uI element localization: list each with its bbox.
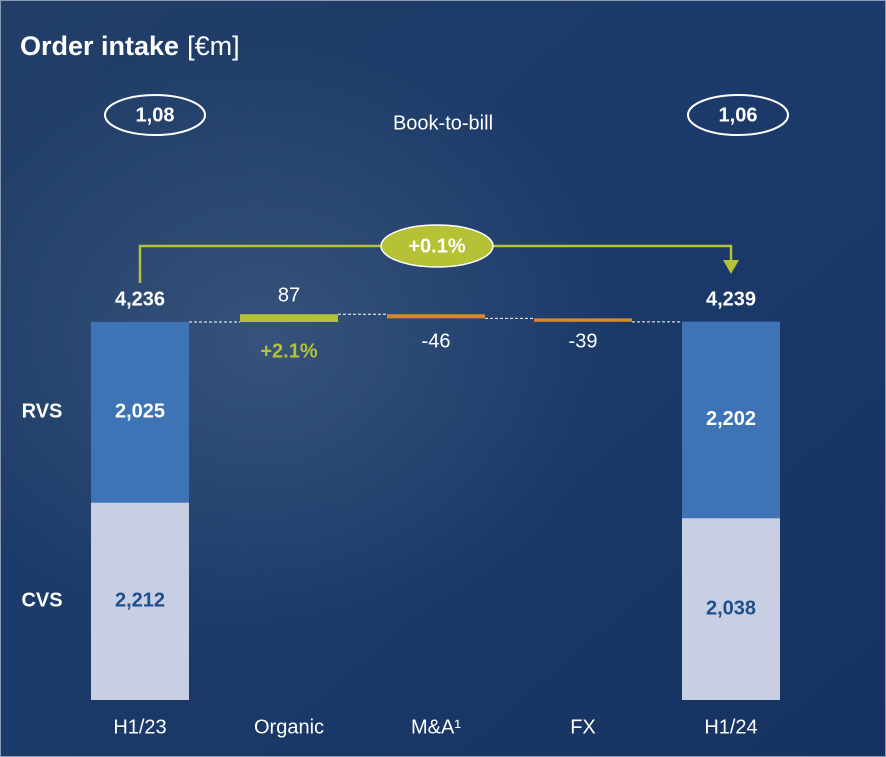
delta-label: -46 xyxy=(422,330,451,352)
title-main: Order intake xyxy=(20,31,179,61)
segment-label: 2,025 xyxy=(115,401,165,423)
series-label: CVS xyxy=(21,590,62,612)
x-tick-label: H1/23 xyxy=(113,716,166,738)
chart: Order intake[€m] 1,08 1,06 Book-to-bill … xyxy=(0,0,886,757)
book-to-bill-label: Book-to-bill xyxy=(393,112,493,134)
total-label: 4,236 xyxy=(115,288,165,310)
delta-bar xyxy=(534,318,632,321)
total-change-label: +0.1% xyxy=(408,235,465,257)
delta-bar xyxy=(240,314,338,322)
delta-label: -39 xyxy=(569,330,598,352)
delta-label: 87 xyxy=(278,284,300,306)
book-to-bill-end: 1,06 xyxy=(719,104,758,126)
series-label: RVS xyxy=(22,401,63,423)
segment-label: 2,212 xyxy=(115,590,165,612)
organic-change-label: +2.1% xyxy=(260,340,317,362)
chart-title: Order intake [€m] xyxy=(20,31,240,61)
segment-label: 2,038 xyxy=(706,597,756,619)
x-tick-label: H1/24 xyxy=(704,716,757,738)
total-label: 4,239 xyxy=(706,288,756,310)
book-to-bill-start: 1,08 xyxy=(136,104,175,126)
x-tick-label: FX xyxy=(570,716,596,738)
title-unit: [€m] xyxy=(187,31,240,61)
x-tick-label: Organic xyxy=(254,716,324,738)
x-tick-label: M&A¹ xyxy=(411,716,461,738)
segment-label: 2,202 xyxy=(706,408,756,430)
delta-bar xyxy=(387,314,485,318)
